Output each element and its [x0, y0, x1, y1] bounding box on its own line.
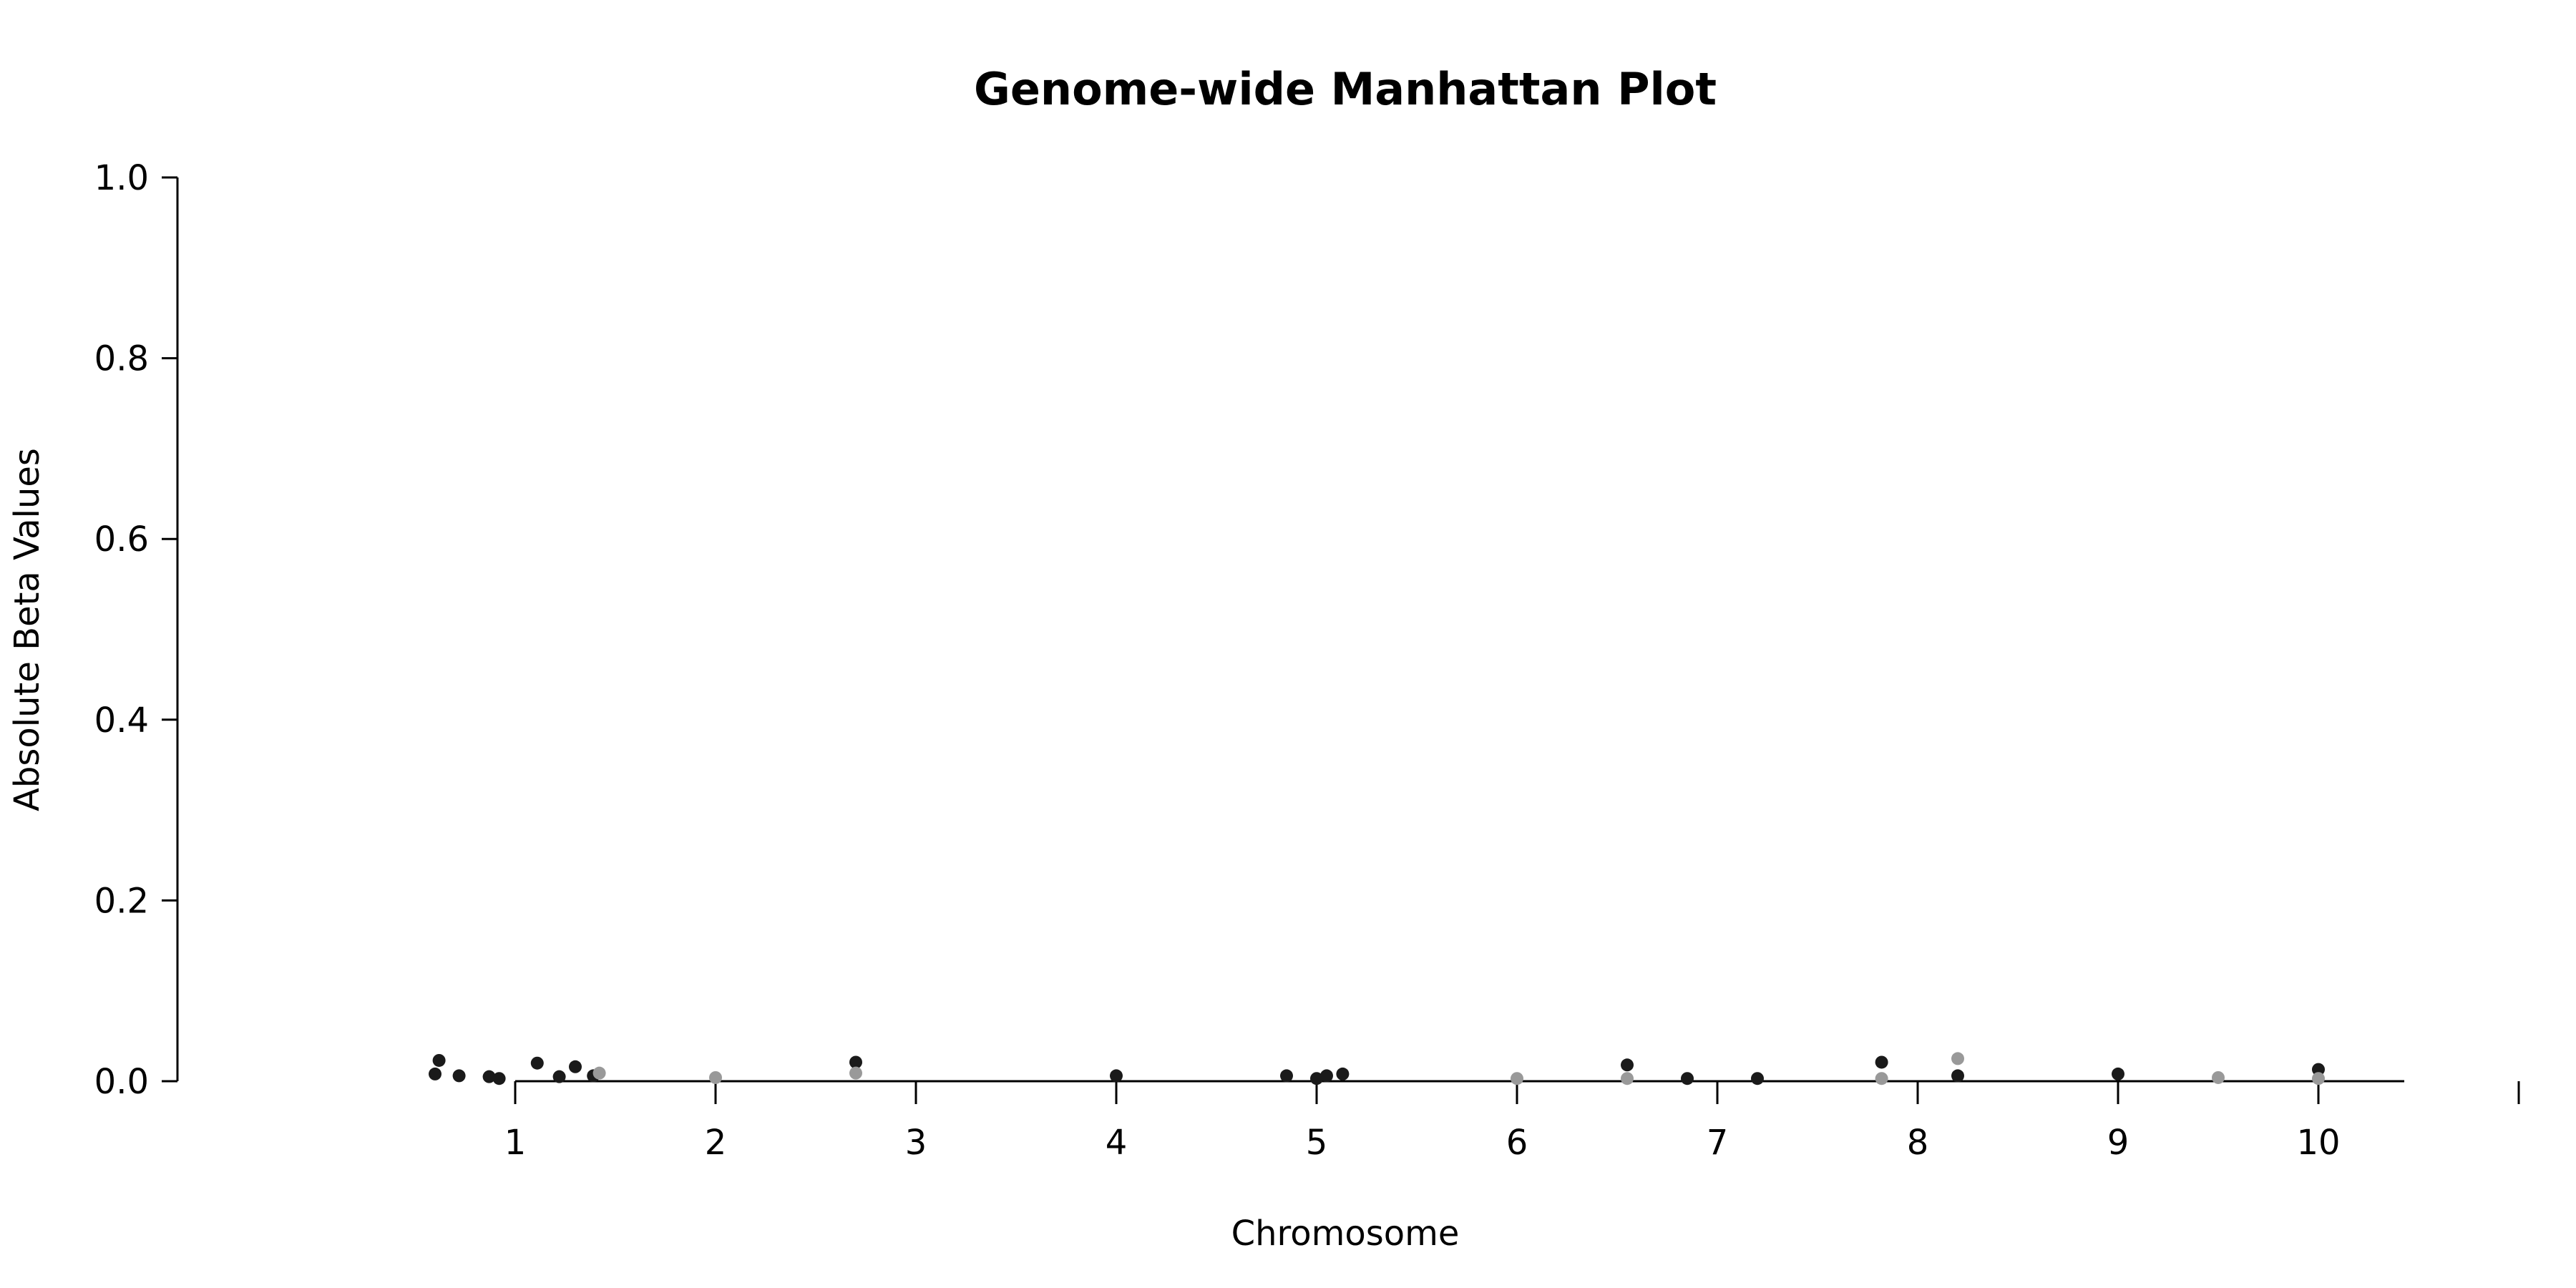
data-point	[1110, 1069, 1123, 1083]
y-tick-label: 0.8	[94, 339, 149, 379]
data-point	[1621, 1072, 1634, 1085]
x-tick-label: 5	[1306, 1123, 1328, 1163]
data-point	[1681, 1072, 1694, 1085]
data-point	[1875, 1055, 1888, 1069]
data-point	[1336, 1067, 1350, 1080]
data-points	[429, 1052, 2325, 1085]
data-point	[482, 1070, 496, 1083]
data-point	[1875, 1072, 1888, 1085]
data-point	[1280, 1069, 1293, 1083]
data-point	[849, 1055, 862, 1069]
x-tick-label: 6	[1506, 1123, 1528, 1163]
y-tick-label: 0.6	[94, 519, 149, 560]
y-axis-label: Absolute Beta Values	[7, 448, 47, 811]
x-tick-label: 3	[905, 1123, 927, 1163]
data-point	[2312, 1063, 2325, 1076]
data-point	[2112, 1067, 2124, 1080]
y-tick-label: 1.0	[94, 158, 149, 198]
data-point	[492, 1072, 506, 1085]
data-point	[2312, 1072, 2325, 1085]
data-point	[2212, 1070, 2225, 1084]
data-point	[1951, 1052, 1964, 1065]
data-point	[432, 1053, 446, 1067]
data-point	[1320, 1069, 1333, 1083]
data-point	[1951, 1069, 1964, 1083]
data-point	[1751, 1072, 1764, 1085]
data-point	[552, 1070, 566, 1083]
data-point	[849, 1066, 862, 1080]
y-tick-label: 0.4	[94, 701, 149, 741]
y-tick-label: 0.0	[94, 1062, 149, 1102]
x-tick-label: 7	[1707, 1123, 1729, 1163]
x-tick-label: 4	[1106, 1123, 1128, 1163]
x-tick-label: 1	[504, 1123, 527, 1163]
data-point	[1621, 1058, 1634, 1072]
x-tick-label: 2	[705, 1123, 727, 1163]
y-tick-label: 0.2	[94, 881, 149, 921]
x-tick-label: 8	[1907, 1123, 1929, 1163]
chart-title: Genome-wide Manhattan Plot	[974, 63, 1717, 115]
data-point	[530, 1056, 544, 1070]
data-point	[1310, 1072, 1323, 1085]
data-point	[709, 1070, 722, 1084]
x-axis-label: Chromosome	[1231, 1214, 1460, 1254]
data-point	[452, 1069, 466, 1083]
x-tick-label: 9	[2107, 1123, 2129, 1163]
data-point	[1511, 1072, 1523, 1085]
data-point	[569, 1060, 582, 1073]
x-axis: 123456789101214151821	[504, 1080, 2520, 1163]
x-tick-label: 10	[2296, 1123, 2340, 1163]
y-axis: 0.0 0.2 0.4 0.6 0.8 1.0	[94, 158, 179, 1102]
data-point	[429, 1067, 441, 1080]
data-point	[592, 1066, 606, 1080]
